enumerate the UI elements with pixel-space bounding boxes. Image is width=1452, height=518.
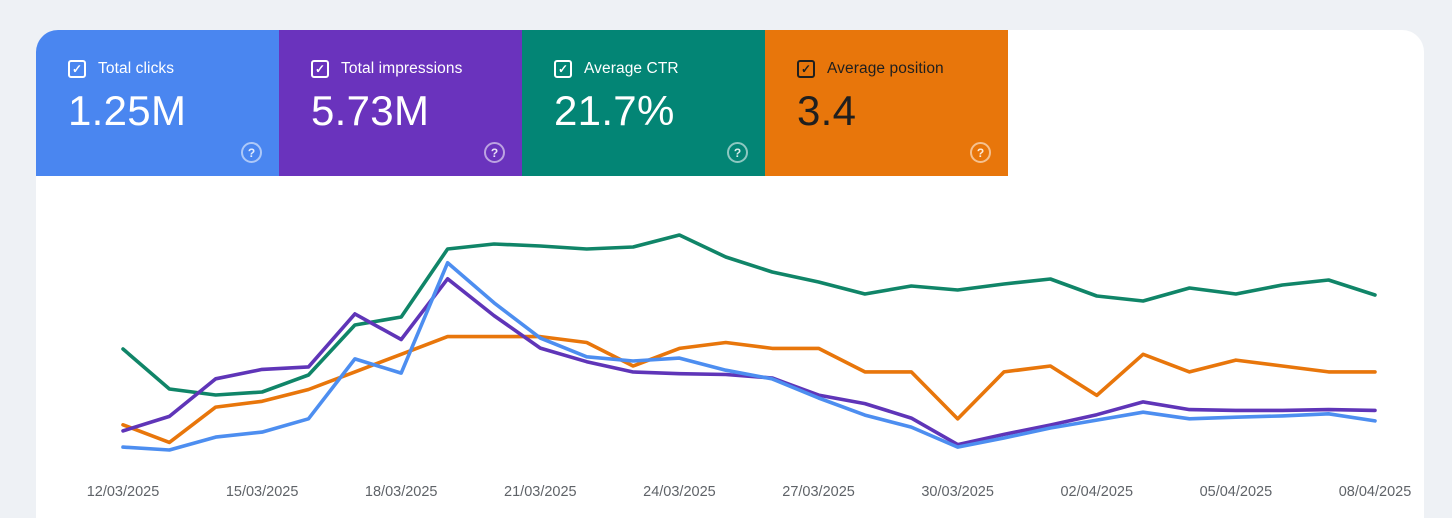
- average-ctr-line[interactable]: [121, 233, 1377, 397]
- x-axis-label: 27/03/2025: [782, 484, 855, 500]
- checkmark-icon: ✓: [314, 62, 326, 76]
- help-icon[interactable]: ?: [484, 142, 505, 163]
- metric-label: Total impressions: [341, 60, 463, 77]
- metric-value: 1.25M: [68, 87, 187, 134]
- metric-card-header: ✓ Average position: [797, 60, 1008, 78]
- help-icon[interactable]: ?: [241, 142, 262, 163]
- metric-label: Average position: [827, 60, 944, 77]
- metric-label: Average CTR: [584, 60, 679, 77]
- metric-value: 3.4: [797, 87, 857, 134]
- metric-checkbox[interactable]: ✓: [311, 60, 329, 78]
- help-icon[interactable]: ?: [970, 142, 991, 163]
- x-axis-label: 21/03/2025: [504, 484, 577, 500]
- checkmark-icon: ✓: [800, 62, 812, 76]
- x-axis-label: 24/03/2025: [643, 484, 716, 500]
- metric-card-header: ✓ Total clicks: [68, 60, 279, 78]
- checkmark-icon: ✓: [557, 62, 569, 76]
- metric-cards-row: ✓ Total clicks 1.25M ? ✓ Total impressio…: [36, 30, 1008, 176]
- metric-card-total-impressions[interactable]: ✓ Total impressions 5.73M ?: [279, 30, 522, 176]
- metric-checkbox[interactable]: ✓: [68, 60, 86, 78]
- metric-card-average-ctr[interactable]: ✓ Average CTR 21.7% ?: [522, 30, 765, 176]
- help-icon[interactable]: ?: [727, 142, 748, 163]
- metric-value: 21.7%: [554, 87, 675, 134]
- x-axis-label: 18/03/2025: [364, 484, 438, 500]
- metric-card-total-clicks[interactable]: ✓ Total clicks 1.25M ?: [36, 30, 279, 176]
- x-axis-label: 30/03/2025: [921, 484, 994, 500]
- metric-card-header: ✓ Average CTR: [554, 60, 765, 78]
- metric-card-average-position[interactable]: ✓ Average position 3.4 ?: [765, 30, 1008, 176]
- x-axis-label: 08/04/2025: [1338, 484, 1412, 500]
- metric-label: Total clicks: [98, 60, 175, 77]
- checkmark-icon: ✓: [71, 62, 83, 76]
- total-clicks-line[interactable]: [121, 260, 1377, 452]
- average-position-line[interactable]: [121, 334, 1377, 445]
- x-axis-label: 02/04/2025: [1060, 484, 1134, 500]
- x-axis-label: 15/03/2025: [225, 484, 299, 500]
- x-axis-label: 05/04/2025: [1199, 484, 1273, 500]
- x-axis: 12/03/2025 15/03/2025 18/03/2025 21/03/2025…: [0, 484, 1452, 510]
- metric-value: 5.73M: [311, 87, 430, 134]
- metric-checkbox[interactable]: ✓: [797, 60, 815, 78]
- metric-checkbox[interactable]: ✓: [554, 60, 572, 78]
- performance-panel: ✓ Total clicks 1.25M ? ✓ Total impressio…: [36, 30, 1424, 518]
- x-axis-label: 12/03/2025: [86, 484, 160, 500]
- metric-card-header: ✓ Total impressions: [311, 60, 522, 78]
